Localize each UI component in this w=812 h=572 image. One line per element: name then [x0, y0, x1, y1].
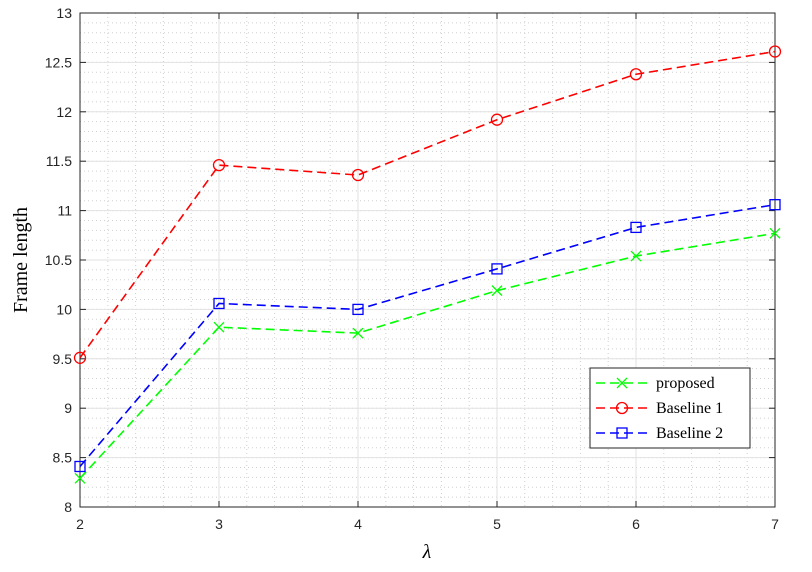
x-axis-label: λ [422, 541, 432, 563]
square-marker [769, 199, 781, 211]
x-tick-label: 4 [354, 516, 362, 532]
x-tick-label: 2 [76, 516, 84, 532]
axes: 2 3 4 5 6 7 8 8.5 9 9.5 10 10.5 11 11.5 12 12.5 13 [45, 5, 779, 532]
series-baseline-1 [73, 45, 782, 364]
x-marker [74, 472, 86, 484]
series-line [79, 232, 776, 479]
x-marker [616, 377, 628, 389]
y-axis-label: Frame length [10, 207, 32, 313]
circle-marker [212, 159, 226, 172]
x-marker [352, 327, 364, 339]
legend-label: Baseline 1 [656, 400, 723, 417]
legend-label: proposed [656, 375, 715, 392]
y-tick-label: 12 [56, 104, 72, 120]
y-tick-label: 8 [64, 499, 72, 515]
series-proposed [74, 227, 781, 484]
x-marker [630, 250, 642, 262]
circle-marker [615, 401, 629, 415]
y-tick-label: 12.5 [45, 54, 72, 70]
x-tick-label: 7 [771, 516, 779, 532]
plot-frame [79, 12, 776, 508]
square-marker [74, 460, 86, 473]
x-marker [769, 227, 781, 239]
x-tick-label: 3 [215, 516, 223, 532]
y-tick-label: 11 [57, 203, 72, 219]
y-tick-label: 11.5 [46, 153, 72, 169]
square-marker [213, 297, 225, 310]
square-marker [630, 221, 642, 234]
series-line [79, 203, 776, 468]
y-tick-label: 8.5 [53, 450, 73, 466]
x-marker [491, 285, 503, 297]
legend-item: proposed [596, 375, 715, 392]
square-marker [491, 263, 503, 275]
legend-item: Baseline 2 [596, 425, 723, 442]
y-tick-label: 10 [56, 301, 72, 317]
series-baseline-2 [74, 199, 781, 473]
circle-marker [490, 113, 504, 126]
circle-marker [629, 68, 643, 81]
legend: proposed Baseline 1 Baseline 2 [589, 367, 751, 449]
legend-item: Baseline 1 [596, 400, 723, 417]
y-tick-label: 10.5 [45, 252, 72, 268]
y-tick-label: 9.5 [53, 351, 73, 367]
series-layer [73, 45, 782, 484]
square-marker [352, 303, 364, 316]
y-tick-label: 13 [56, 5, 72, 21]
x-marker [213, 321, 225, 333]
square-marker [616, 427, 628, 439]
circle-marker [351, 168, 365, 182]
series-line [79, 50, 776, 359]
x-tick-label: 5 [493, 516, 501, 532]
circle-marker [73, 351, 87, 364]
x-tick-label: 6 [632, 516, 640, 532]
legend-label: Baseline 2 [656, 425, 723, 442]
y-tick-label: 9 [64, 400, 72, 416]
circle-marker [768, 45, 782, 58]
